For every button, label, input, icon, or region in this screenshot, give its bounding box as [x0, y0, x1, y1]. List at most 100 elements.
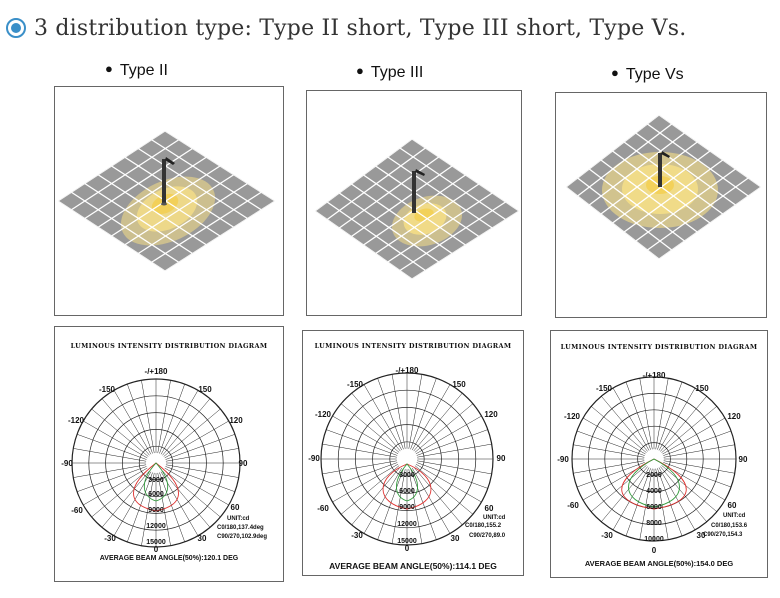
polar-spoke: [163, 469, 221, 518]
light-pool-panel-iii: [306, 90, 522, 316]
polar-spoke: [410, 468, 437, 540]
light-pool-illustration-vs: [566, 115, 761, 259]
polar-spoke: [159, 472, 185, 543]
polar-spoke: [582, 417, 646, 455]
angle-label-bottom: 0: [154, 545, 159, 554]
polar-spoke: [601, 466, 648, 522]
polar-spoke: [377, 378, 404, 450]
ring-label: 9000: [399, 504, 415, 511]
bullet-icon: ●: [105, 61, 113, 76]
polar-grid: [320, 372, 494, 546]
angle-label-tr: 150: [198, 385, 212, 394]
angle-label-br: 60: [728, 501, 737, 510]
polar-spoke: [655, 378, 669, 450]
polar-spoke: [76, 434, 147, 460]
ring-label: 15000: [397, 538, 417, 545]
polar-spoke: [416, 462, 488, 489]
angle-label-bbr: 30: [697, 531, 706, 540]
polar-spoke: [576, 430, 645, 456]
ring-label: 3000: [148, 477, 164, 484]
polar-diagram-panel-ii: LUMINOUS INTENSITY DISTRIBUTION DIAGRAM …: [54, 326, 284, 582]
average-beam-angle: AVERAGE BEAM ANGLE(50%):120.1 DEG: [99, 555, 239, 562]
light-pool-panel-ii: [54, 86, 284, 316]
legend-c0: C0/180,155.2: [465, 523, 502, 529]
polar-spoke: [113, 390, 152, 455]
section-header: 3 distribution type: Type II short, Type…: [6, 8, 686, 48]
legend-c90: C90/270,154.3: [703, 532, 743, 538]
angle-label-l: -90: [308, 454, 320, 463]
unit-label: UNIT:cd: [483, 515, 506, 521]
ring-label: 9000: [148, 507, 164, 514]
angle-label-bbl: -30: [601, 531, 613, 540]
polar-spoke: [101, 398, 150, 456]
polar-spoke: [417, 443, 492, 458]
polar-spoke: [164, 467, 229, 506]
polar-spoke: [663, 430, 732, 456]
angle-label-mr: 120: [727, 412, 741, 421]
polar-spoke: [340, 465, 400, 515]
polar-spoke: [165, 464, 239, 478]
polar-spoke: [127, 472, 153, 543]
polar-spoke: [73, 464, 147, 478]
polar-spoke: [661, 406, 717, 453]
polar-spoke: [351, 392, 401, 452]
polar-spoke: [157, 472, 171, 546]
lamp-pole-icon: [658, 151, 670, 187]
polar-spoke: [414, 403, 474, 453]
ring-label: 4000: [646, 488, 662, 495]
ring-label: 3000: [399, 472, 415, 479]
polar-diagram-iii: -/+180 -150 150 -120 120 -90 90 -60 60 -…: [308, 366, 506, 553]
polar-spoke: [76, 466, 147, 492]
angle-label-r: 90: [239, 459, 248, 468]
polar-spoke: [411, 467, 451, 534]
polar-spoke: [83, 420, 148, 459]
legend-c0: C0/180,153.6: [711, 523, 748, 529]
angle-label-top: -/+180: [643, 371, 666, 380]
ring-label: 6000: [646, 504, 662, 511]
polar-spoke: [414, 465, 474, 515]
polar-spoke: [663, 460, 735, 474]
polar-spoke: [408, 374, 423, 449]
unit-label: UNIT:cd: [227, 516, 250, 522]
angle-label-bl: -60: [567, 501, 579, 510]
radio-bullet-icon: [6, 18, 26, 38]
angle-label-tl: -150: [99, 385, 116, 394]
polar-spoke: [415, 415, 482, 455]
polar-spoke: [164, 420, 229, 459]
polar-spoke: [332, 463, 399, 503]
polar-spoke: [363, 384, 403, 451]
average-beam-angle: AVERAGE BEAM ANGLE(50%):114.1 DEG: [329, 561, 497, 571]
ring-label: 8000: [646, 520, 662, 527]
angle-label-tr: 150: [695, 384, 709, 393]
polar-spoke: [157, 380, 171, 454]
polar-spoke: [73, 448, 147, 462]
angle-label-tr: 150: [452, 380, 466, 389]
angle-label-bbr: 30: [451, 534, 460, 543]
ring-label: 15000: [146, 539, 166, 546]
angle-label-r: 90: [739, 455, 748, 464]
angle-label-ml: -120: [315, 410, 332, 419]
light-pool-illustration-iii: [315, 139, 519, 279]
polar-spoke: [591, 465, 647, 512]
polar-spoke: [322, 460, 397, 475]
polar-grid: [571, 376, 737, 542]
polar-spoke: [625, 381, 651, 450]
angle-label-bbl: -30: [351, 531, 363, 540]
polar-spoke: [655, 468, 669, 540]
ring-label: 6000: [148, 491, 164, 498]
polar-spoke: [101, 470, 150, 528]
polar-spoke: [159, 383, 185, 454]
polar-spoke: [163, 408, 221, 457]
angle-label-bl: -60: [71, 506, 83, 515]
polar-diagram-panel-vs: LUMINOUS INTENSITY DISTRIBUTION DIAGRAM …: [550, 330, 768, 578]
polar-spoke: [411, 384, 451, 451]
type-label-ii: ● Type II: [105, 61, 168, 80]
polar-spoke: [83, 467, 148, 506]
polar-spoke: [332, 415, 399, 455]
polar-spoke: [165, 448, 239, 462]
polar-spoke: [573, 444, 645, 458]
polar-diagram-vs: -/+180 -150 150 -120 120 -90 90 -60 60 -…: [557, 371, 748, 555]
polar-grid: [71, 378, 241, 548]
polar-spoke: [661, 465, 717, 512]
angle-label-mr: 120: [229, 416, 243, 425]
